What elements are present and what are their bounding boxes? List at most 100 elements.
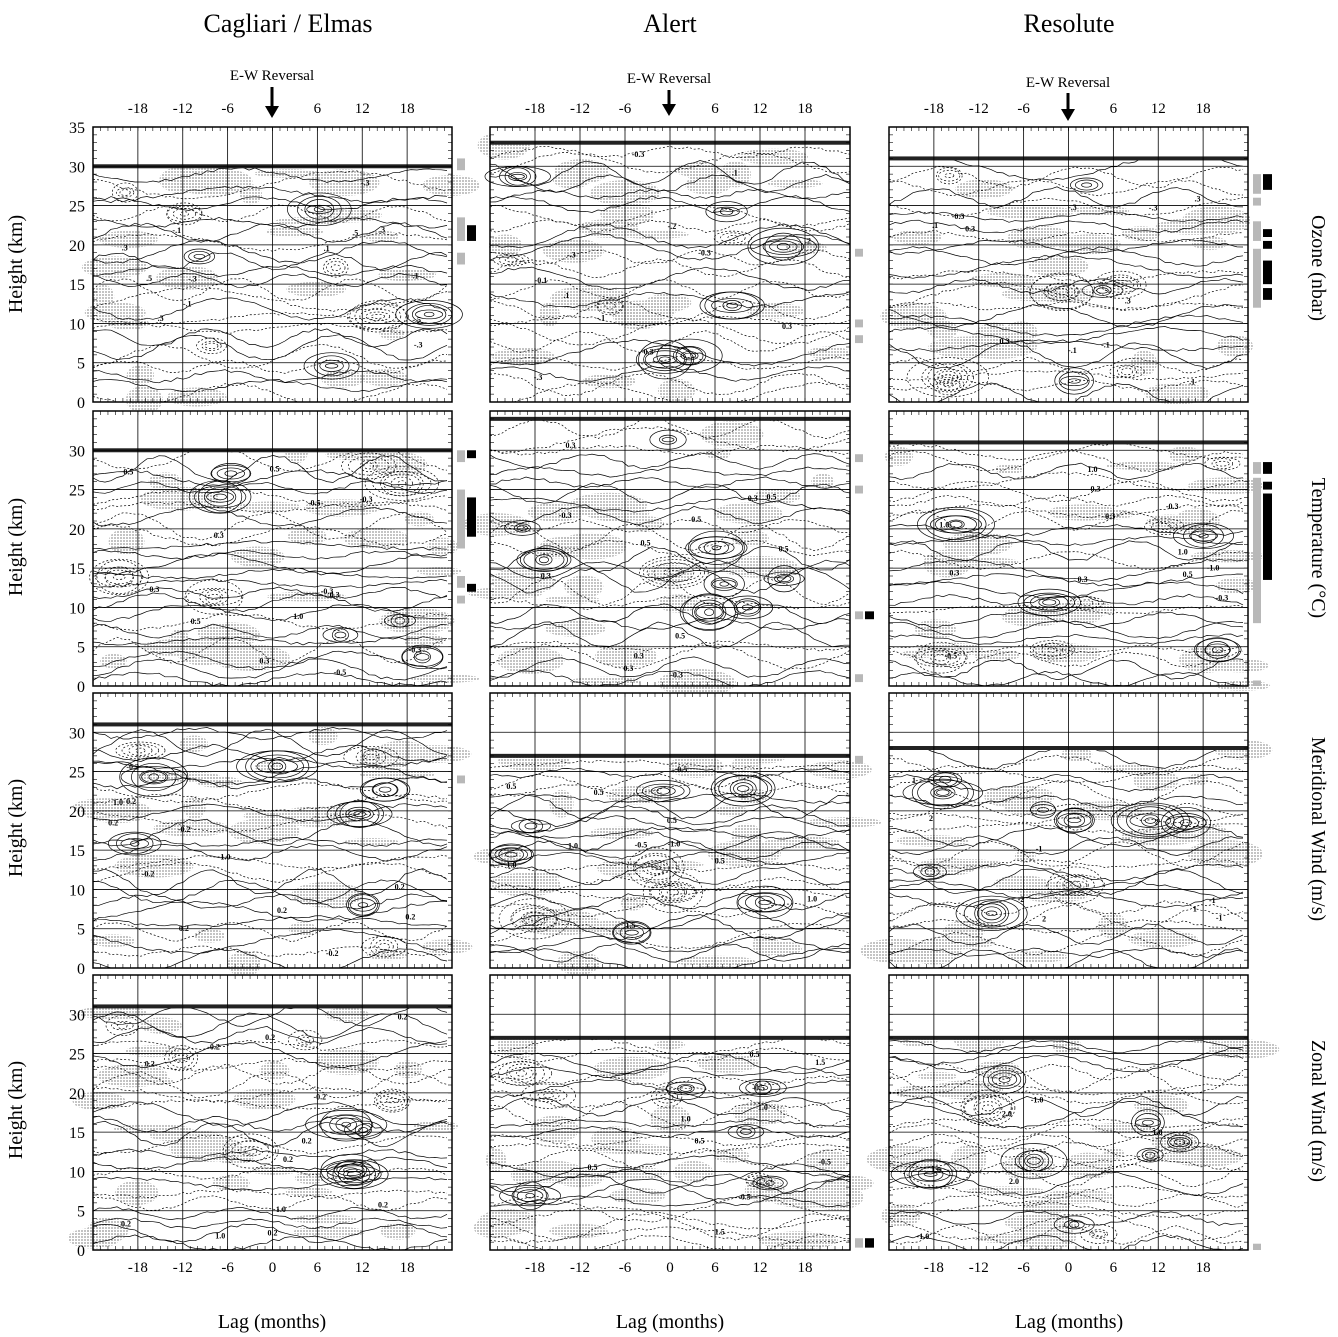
shaded-region xyxy=(549,1223,608,1239)
contour-loop xyxy=(224,470,238,477)
contour-loop xyxy=(490,1061,553,1086)
contour-loop xyxy=(963,1094,1013,1122)
significance-bar-black xyxy=(1263,493,1272,580)
contour-loop xyxy=(636,779,691,803)
reversal-arrow-head xyxy=(662,104,676,116)
contour-loop xyxy=(1029,640,1075,660)
shaded-region xyxy=(969,273,1036,288)
contour-line xyxy=(888,178,1244,197)
shaded-region xyxy=(1191,550,1265,563)
contour-label: 2 xyxy=(1042,914,1046,923)
significance-bar-gray xyxy=(855,335,863,344)
contour-loop xyxy=(1129,813,1172,828)
contour-label: 0.3 xyxy=(214,531,224,540)
shaded-region xyxy=(1003,797,1046,816)
contour-loop xyxy=(737,785,750,792)
contour-loop xyxy=(204,342,219,350)
significance-bar-group xyxy=(1253,1243,1261,1250)
contour-loop xyxy=(525,1193,535,1199)
significance-bar-black xyxy=(467,450,476,459)
shaded-region xyxy=(108,528,145,555)
contour-line xyxy=(92,1064,448,1086)
contour-loop xyxy=(537,1090,560,1100)
shaded-region xyxy=(807,817,882,828)
contour-loop xyxy=(604,302,616,310)
contour-line xyxy=(489,1213,851,1241)
contour-label: .3 xyxy=(158,314,164,323)
shaded-region xyxy=(943,531,1013,556)
contour-loop xyxy=(188,250,211,262)
contour-loop xyxy=(710,577,738,591)
row-label-temperature: Temperature (°C) xyxy=(1307,478,1329,618)
contour-line-group xyxy=(888,1039,1244,1251)
contour-loop xyxy=(1204,456,1241,471)
contour-label: 2 xyxy=(929,814,933,823)
shaded-region xyxy=(286,281,347,298)
contour-loop xyxy=(719,208,734,216)
contour-loop xyxy=(362,749,380,765)
contour-loop xyxy=(714,775,773,802)
shaded-region xyxy=(892,230,942,245)
shaded-region xyxy=(1062,1152,1114,1180)
shaded-region xyxy=(468,587,543,600)
contour-line xyxy=(92,196,448,211)
grid-group xyxy=(889,975,1248,1250)
contour-label: 1 xyxy=(1193,905,1197,914)
contour-label: -.1 xyxy=(597,314,606,323)
shaded-region xyxy=(569,676,642,686)
contour-line xyxy=(92,636,448,664)
shaded-region xyxy=(866,1145,943,1174)
contour-loop xyxy=(619,925,644,940)
contour-line xyxy=(888,858,1244,869)
significance-bar-gray xyxy=(457,450,465,463)
x-tick-label-top: 18 xyxy=(1196,101,1211,117)
contour-label: 0.3 xyxy=(623,664,633,673)
contour-line xyxy=(888,650,1244,668)
significance-bar-gray xyxy=(1253,462,1261,474)
contour-line xyxy=(889,573,1244,587)
contour-loop xyxy=(1032,643,1072,657)
contour-loop xyxy=(699,291,765,320)
y-tick-label: 20 xyxy=(69,522,85,539)
contour-loop xyxy=(1042,599,1057,606)
contour-line xyxy=(92,650,448,670)
x-tick-label-top: 6 xyxy=(711,101,719,117)
contour-loop xyxy=(193,485,247,509)
contour-loop xyxy=(649,429,687,450)
contour-loop xyxy=(370,314,386,319)
contour-label: -1.0 xyxy=(668,840,681,849)
contour-line xyxy=(888,794,1244,808)
contour-loop xyxy=(1070,177,1104,193)
panel-frame xyxy=(888,126,1249,403)
contour-loop xyxy=(207,594,221,600)
contour-loop xyxy=(661,437,675,443)
contour-label: -.3 xyxy=(534,373,543,382)
contour-label-group: 1.5 1.0 0.5 -0.5 0.5 1.5 0.5 -0.5 1.0 -0.5 xyxy=(588,1050,831,1237)
contour-label: 0.3 xyxy=(999,337,1009,346)
panel-frame xyxy=(888,974,1249,1251)
significance-bar-group xyxy=(1253,174,1272,308)
x-tick-label-top: -18 xyxy=(128,101,148,117)
contour-loop xyxy=(1093,270,1147,299)
x-tick-label-bottom: 18 xyxy=(400,1260,415,1276)
contour-label: 0.2 xyxy=(405,913,415,922)
contour-label: 0.5 xyxy=(779,544,789,553)
shaded-region xyxy=(1215,577,1257,594)
reversal-label: E-W Reversal xyxy=(230,68,314,84)
y-tick-label: 10 xyxy=(69,600,85,617)
contour-loop xyxy=(668,569,680,575)
contour-label: -0.2 xyxy=(126,763,139,772)
contour-loop xyxy=(633,855,679,881)
contour-loop xyxy=(1215,460,1230,467)
shaded-region xyxy=(81,256,148,278)
contour-label: -.1 xyxy=(1101,340,1110,349)
contour-loop xyxy=(757,1085,769,1091)
shaded-region xyxy=(638,860,704,869)
shaded-region xyxy=(807,346,850,360)
contour-loop xyxy=(543,1092,554,1099)
contour-loop xyxy=(639,556,709,589)
shaded-region xyxy=(211,644,290,671)
contour-loop xyxy=(415,653,430,661)
contour-label: -1 xyxy=(1036,844,1043,853)
